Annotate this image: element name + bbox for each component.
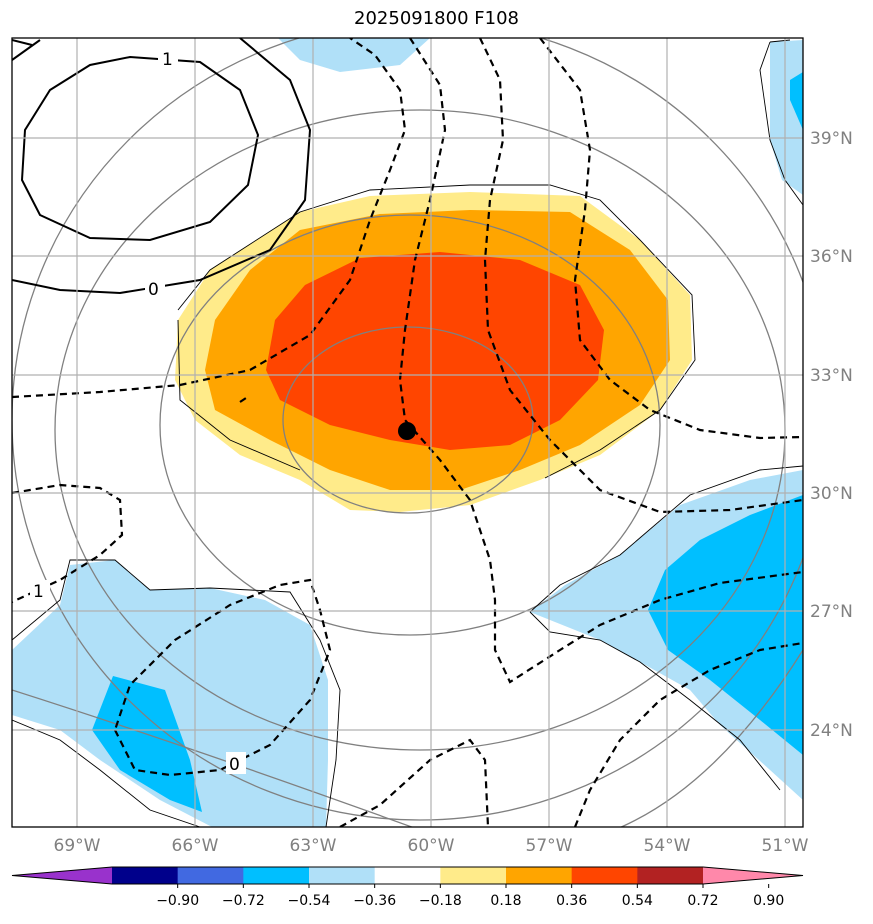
colorbar-tick-label: 0.90 xyxy=(753,893,784,909)
dashed-contours xyxy=(12,38,803,827)
lon-labels: 69°W 66°W 63°W 60°W 57°W 54°W 51°W xyxy=(54,836,809,856)
colorbar-tick-label: 0.36 xyxy=(556,893,587,909)
plot-frame xyxy=(11,37,804,828)
lat-label: 30°N xyxy=(810,484,853,504)
lon-label: 60°W xyxy=(408,836,455,856)
thin-black-contours xyxy=(12,39,803,827)
colorbar-tick-label: −0.36 xyxy=(353,893,396,909)
lat-label: 27°N xyxy=(810,602,853,622)
contour-labels: 1 0 1 0 xyxy=(30,47,246,775)
colorbar-tick-label: 0.18 xyxy=(490,893,521,909)
colorbar-bin xyxy=(243,867,310,884)
colorbar-extend-low xyxy=(12,867,112,884)
lat-label: 36°N xyxy=(810,247,853,267)
lat-label: 33°N xyxy=(810,366,853,386)
graticule xyxy=(12,38,803,827)
lat-label: 39°N xyxy=(810,129,853,149)
colorbar: −0.90 −0.72 −0.54 −0.36 −0.18 0.18 0.36 0.54 0.7… xyxy=(11,866,804,909)
colorbar-bin xyxy=(374,867,441,884)
lon-label: 63°W xyxy=(290,836,337,856)
contour-label-0-south: 0 xyxy=(229,755,240,775)
colorbar-bin xyxy=(506,867,573,884)
colorbar-tick-label: 0.54 xyxy=(622,893,653,909)
lat-label: 24°N xyxy=(810,721,853,741)
colorbar-tick-label: −0.72 xyxy=(222,893,265,909)
colorbar-bin xyxy=(571,867,638,884)
solid-contours xyxy=(12,38,312,295)
colorbar-tick-label: −0.90 xyxy=(156,893,199,909)
storm-center-marker xyxy=(398,422,416,440)
colorbar-bin xyxy=(112,867,179,884)
shade-neg-n-light xyxy=(278,38,430,72)
lon-label: 66°W xyxy=(172,836,219,856)
shade-neg-ne-dark xyxy=(790,72,803,130)
lon-label: 54°W xyxy=(644,836,691,856)
lon-label: 57°W xyxy=(526,836,573,856)
shade-neg-e-dark xyxy=(648,495,803,755)
map-title: 2025091800 F108 xyxy=(354,8,519,29)
colorbar-outline xyxy=(11,866,804,885)
colorbar-tick-label: −0.18 xyxy=(419,893,462,909)
shading-positive xyxy=(175,192,692,512)
contour-label-1-north: 1 xyxy=(162,50,173,70)
colorbar-tick-label: 0.72 xyxy=(687,893,718,909)
colorbar-extend-high xyxy=(703,867,803,884)
shade-neg-sw-light xyxy=(12,560,328,827)
lat-labels: 39°N 36°N 33°N 30°N 27°N 24°N xyxy=(810,129,853,741)
contour-label-0-north: 0 xyxy=(148,280,159,300)
colorbar-bin xyxy=(637,867,704,884)
lon-label: 51°W xyxy=(762,836,809,856)
colorbar-tick-label: −0.54 xyxy=(288,893,331,909)
shade-neg-sw-dark xyxy=(92,676,202,812)
colorbar-bin xyxy=(440,867,507,884)
lon-label: 69°W xyxy=(54,836,101,856)
contour-label-1-south: 1 xyxy=(33,582,44,602)
colorbar-bin xyxy=(177,867,244,884)
colorbar-bin xyxy=(309,867,376,884)
